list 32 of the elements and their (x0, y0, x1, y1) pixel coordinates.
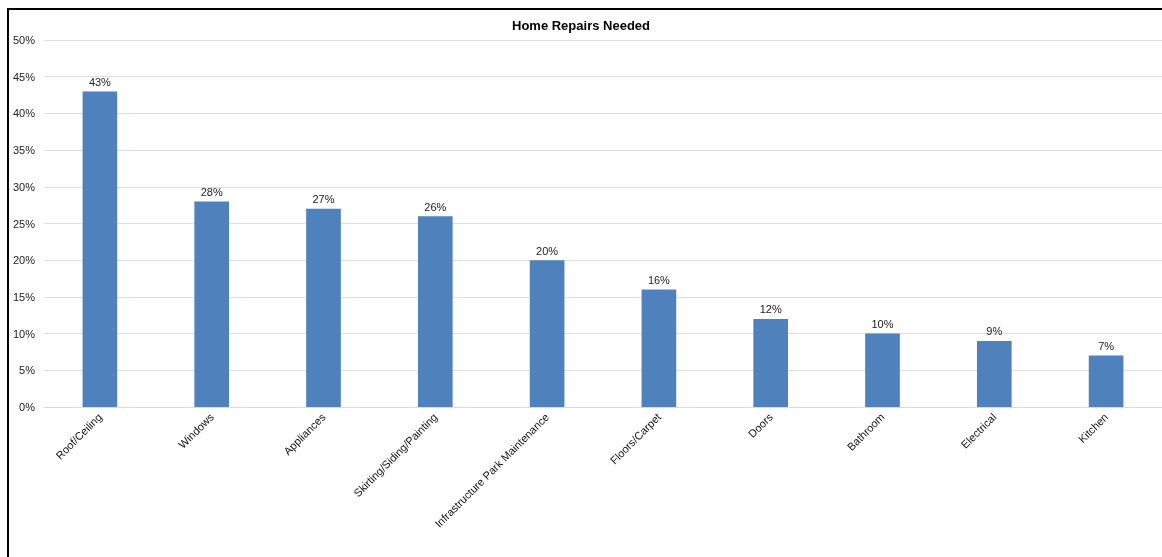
bar (976, 340, 1012, 407)
chart-title: Home Repairs Needed (512, 18, 651, 33)
bar (865, 333, 900, 407)
data-label: 26% (424, 200, 447, 213)
bar (1088, 355, 1124, 407)
y-tick-label: 50% (12, 34, 36, 46)
data-label: 7% (1098, 340, 1115, 353)
data-label: 16% (647, 274, 671, 287)
data-label: 28% (200, 185, 223, 198)
data-label: 10% (871, 318, 894, 331)
bar (82, 91, 118, 407)
y-tick-label: 0% (19, 401, 36, 413)
y-tick-label: 40% (12, 107, 36, 120)
y-tick-label: 30% (12, 180, 36, 193)
y-tick-label: 10% (12, 327, 36, 340)
y-tick-label: 20% (12, 254, 36, 267)
data-label: 43% (88, 75, 112, 88)
y-tick-label: 35% (12, 144, 36, 157)
bar (417, 216, 453, 407)
bar (306, 208, 341, 407)
data-label: 20% (536, 244, 559, 257)
bar (194, 201, 230, 407)
data-label: 12% (759, 303, 782, 316)
bar (753, 318, 789, 407)
y-tick-label: 15% (12, 290, 36, 303)
y-tick-label: 45% (12, 70, 36, 83)
bar (529, 260, 565, 407)
bar (641, 289, 677, 407)
y-tick-label: 5% (19, 364, 36, 377)
data-label: 27% (312, 193, 335, 206)
data-label: 9% (986, 325, 1003, 338)
y-tick-label: 25% (12, 217, 36, 230)
